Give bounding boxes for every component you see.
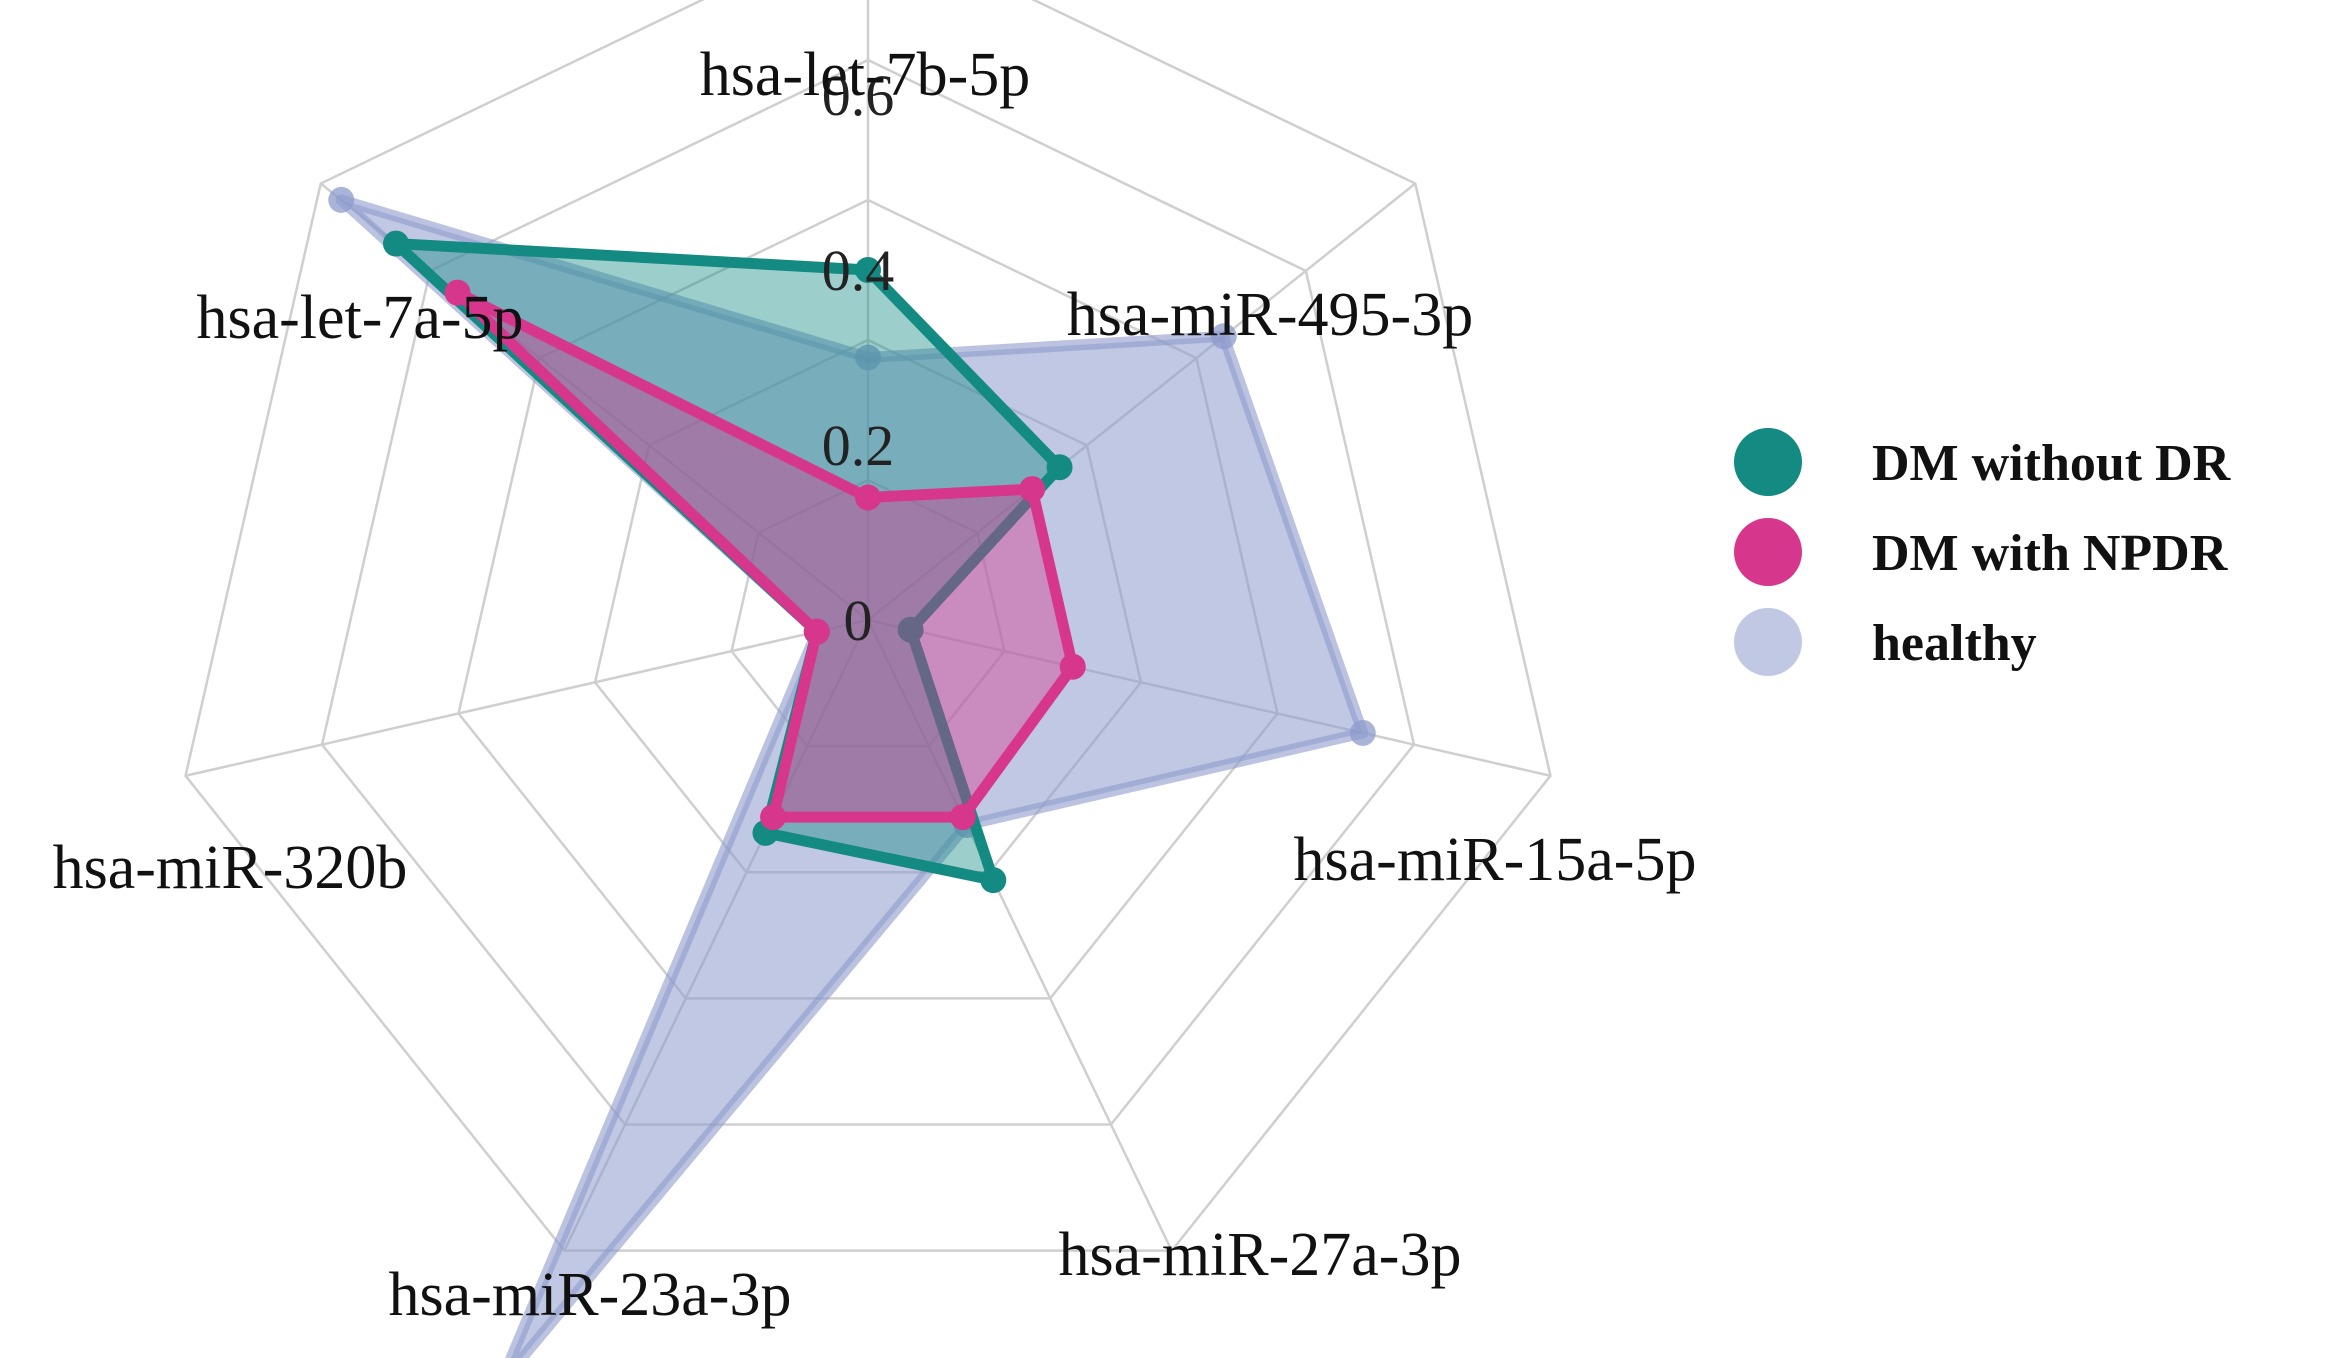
legend-item: DM with NPDR: [1734, 518, 2229, 586]
axis-labels: hsa-let-7b-5p hsa-miR-495-3p hsa-miR-15a-5…: [53, 41, 1697, 1329]
data-point: [803, 618, 830, 645]
data-point: [855, 257, 881, 283]
data-point: [328, 186, 355, 213]
axis-spoke-5: [185, 618, 869, 777]
data-point: [1059, 653, 1086, 680]
axis-label: hsa-miR-320b: [53, 834, 408, 902]
legend-item: DM without DR: [1734, 428, 2232, 496]
radar-series: [328, 186, 1376, 1358]
series-polygon: [452, 287, 1079, 823]
legend: DM without DR DM with NPDR healthy: [1734, 428, 2232, 676]
grid-ring-4: [184, 0, 1552, 1252]
legend-item: healthy: [1734, 608, 2037, 676]
legend-label: DM with NPDR: [1872, 525, 2229, 582]
data-point: [1349, 719, 1376, 746]
data-point: [949, 804, 976, 831]
data-point: [382, 230, 409, 257]
axis-label: hsa-let-7a-5p: [196, 284, 523, 352]
tick-label: 0.2: [822, 413, 895, 478]
data-point: [897, 616, 924, 643]
grid-ring-3: [320, 58, 1416, 1126]
tick-label: 0: [844, 588, 873, 653]
legend-swatch: [1734, 518, 1802, 586]
radial-tick-labels: 00.20.40.60.8: [822, 63, 895, 653]
data-point: [444, 279, 471, 306]
data-point: [760, 804, 787, 831]
legend-swatch: [1734, 608, 1802, 676]
data-point: [980, 867, 1007, 894]
legend-swatch: [1734, 428, 1802, 496]
tick-label: 0.6: [822, 63, 895, 128]
data-point: [1046, 454, 1073, 481]
legend-label: healthy: [1872, 615, 2037, 672]
data-point: [1019, 476, 1046, 503]
axis-label: hsa-miR-23a-3p: [389, 1261, 792, 1329]
axis-label: hsa-miR-495-3p: [1067, 281, 1473, 349]
axis-label: hsa-miR-15a-5p: [1294, 826, 1697, 894]
axis-label: hsa-miR-27a-3p: [1059, 1221, 1462, 1289]
legend-label: DM without DR: [1872, 435, 2232, 492]
tick-label: 0.4: [822, 238, 895, 303]
axis-label: hsa-let-7b-5p: [700, 41, 1031, 109]
data-point: [1210, 323, 1237, 350]
series-2: [444, 279, 1086, 831]
data-point: [855, 484, 881, 511]
data-point: [855, 344, 881, 371]
